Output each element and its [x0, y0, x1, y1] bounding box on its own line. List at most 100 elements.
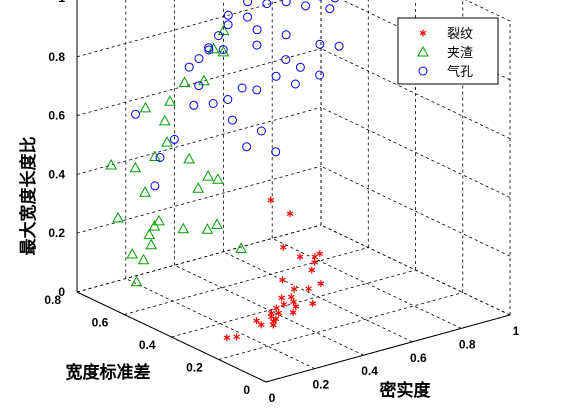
pore-point: [271, 147, 281, 157]
grid-side-z: [320, 224, 511, 316]
slag-point: [139, 186, 151, 197]
z-tick-label: 1: [58, 0, 65, 5]
pore-point: [243, 0, 253, 7]
crack-point: [279, 276, 286, 284]
pore-point: [131, 109, 141, 119]
z-tick-label: 0.8: [48, 50, 65, 64]
slag-point: [198, 74, 210, 86]
pore-point: [150, 181, 160, 191]
crack-point: [273, 304, 280, 312]
slag-point: [183, 152, 195, 164]
grid-back-z: [76, 165, 322, 234]
slag-point: [105, 158, 118, 170]
slag-point: [137, 253, 150, 265]
pore-point: [281, 55, 291, 65]
pore-point: [315, 70, 325, 80]
z-tick-label: 0.2: [48, 226, 65, 240]
crack-point: [267, 196, 275, 204]
pore-point: [218, 45, 228, 55]
grid-side-z: [320, 107, 511, 198]
slag-point: [148, 220, 161, 231]
pore-point: [315, 39, 325, 49]
slag-point: [217, 45, 230, 57]
pore-point: [243, 12, 252, 22]
crack-point: [290, 298, 297, 306]
pore-point: [223, 95, 233, 104]
pore-point: [208, 99, 218, 108]
legend-marker-crack: [419, 29, 427, 37]
x-tick-label: 0.6: [410, 351, 427, 365]
crack-point: [257, 321, 265, 329]
crack-point: [316, 250, 324, 258]
legend-marker-pore: [418, 66, 428, 76]
pore-point: [252, 25, 262, 35]
crack-point: [253, 317, 260, 325]
crack-point: [311, 253, 319, 261]
pore-point: [252, 40, 262, 50]
grid-back-z: [76, 0, 286, 58]
legend: 裂纹 夹渣 气孔: [397, 17, 499, 85]
pore-point: [301, 1, 311, 11]
crack-point: [286, 210, 294, 218]
pore-point: [262, 0, 272, 9]
x-axis-title: 密实度: [380, 380, 432, 400]
crack-point: [223, 334, 231, 342]
slag-point: [235, 242, 247, 253]
pore-point: [330, 0, 339, 3]
slag-point: [207, 42, 220, 54]
pore-point: [290, 79, 300, 89]
pore-point: [155, 153, 165, 162]
crack-point: [309, 300, 317, 307]
slag-point: [202, 170, 214, 181]
legend-marker-slag: [417, 45, 429, 57]
pore-point: [194, 54, 204, 64]
y-axis-title: 宽度标准差: [66, 362, 151, 382]
tick-labels: 00.20.40.60.8100.20.40.60.800.20.40.60.8…: [44, 0, 519, 405]
grid-floor-y: [124, 247, 369, 315]
crack-point: [268, 309, 275, 317]
legend-label-crack: 裂纹: [447, 26, 473, 41]
x-tick-label: 0: [269, 391, 276, 405]
slag-point: [139, 101, 152, 113]
z-tick-label: 0: [58, 285, 65, 299]
pore-point: [256, 126, 266, 136]
pore-point: [189, 100, 199, 110]
pore-point: [194, 81, 204, 91]
pore-point: [214, 31, 223, 41]
pore-point: [204, 43, 214, 53]
pore-point: [334, 41, 344, 51]
legend-label-slag: 夹渣: [447, 45, 473, 60]
y-tick-label: 0.6: [92, 316, 109, 330]
pore-point: [237, 83, 247, 93]
slag-point: [217, 24, 230, 36]
crack-point: [290, 285, 298, 293]
slag-point: [164, 95, 176, 106]
legend-marker-shape: [418, 66, 428, 76]
y-tick-label: 0: [243, 383, 250, 397]
crack-point: [275, 309, 282, 317]
slag-point: [201, 223, 214, 234]
pore-point: [325, 4, 335, 14]
slag-point: [145, 238, 158, 250]
legend-item-crack: 裂纹: [419, 26, 473, 41]
y-tick-label: 0.2: [186, 361, 203, 375]
axes: [76, 0, 511, 383]
z-tick-label: 0.6: [48, 109, 65, 123]
pore-point: [242, 142, 252, 152]
crack-point: [280, 300, 288, 308]
pore-point: [281, 0, 291, 7]
grid-floor-x: [272, 238, 462, 329]
crack-point: [305, 285, 312, 293]
y-tick-label: 0.4: [139, 338, 156, 352]
crack-point: [317, 280, 325, 288]
slag-point: [177, 222, 190, 234]
crack-point: [279, 243, 287, 251]
slag-point: [129, 161, 142, 173]
y-axis-line: [76, 291, 267, 383]
slag-point: [161, 136, 173, 147]
pore-point: [252, 85, 262, 95]
crack-point: [308, 266, 316, 274]
legend-marker-shape: [417, 45, 429, 57]
crack-point: [233, 333, 240, 341]
